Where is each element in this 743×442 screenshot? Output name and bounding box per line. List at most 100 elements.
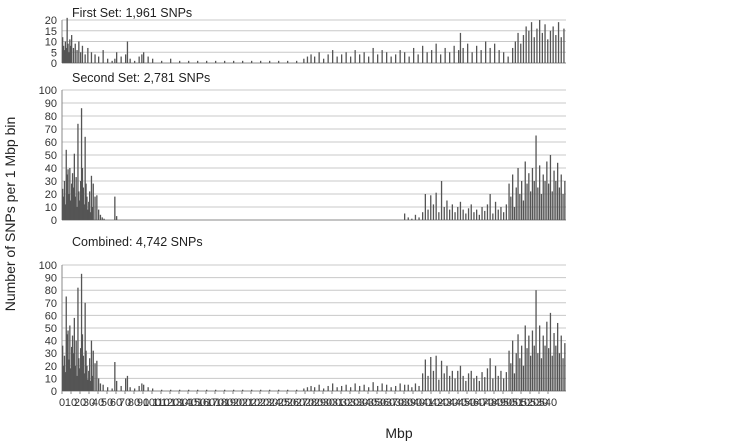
bar-second-set bbox=[440, 181, 443, 220]
bar-combined bbox=[215, 389, 217, 391]
bar-combined bbox=[489, 358, 491, 391]
bar-first-set bbox=[251, 60, 253, 63]
x-axis: 0 102030405060708090100110120130140150160… bbox=[59, 391, 557, 409]
x-tick-label: 490 bbox=[494, 397, 512, 409]
bar-first-set bbox=[440, 54, 442, 63]
bar-second-set bbox=[542, 174, 544, 220]
x-tick-label: 500 bbox=[503, 397, 521, 409]
bar-second-set bbox=[535, 135, 537, 220]
bar-combined bbox=[114, 362, 116, 391]
bar-combined bbox=[540, 358, 543, 391]
bar-second-set bbox=[512, 174, 514, 220]
bar-first-set bbox=[206, 60, 208, 63]
y-tick-label-combined: 20 bbox=[45, 361, 57, 373]
bar-first-set bbox=[522, 35, 525, 63]
bar-combined bbox=[147, 387, 149, 391]
bar-second-set bbox=[478, 214, 480, 220]
bar-combined bbox=[81, 334, 84, 391]
bar-first-set bbox=[530, 22, 533, 63]
bar-combined bbox=[72, 353, 75, 391]
x-tick-label: 20 bbox=[74, 397, 86, 409]
y-tick-label-second-set: 40 bbox=[45, 163, 57, 175]
bar-combined bbox=[77, 287, 79, 391]
bar-first-set bbox=[386, 52, 388, 63]
bar-combined bbox=[422, 373, 424, 391]
bar-combined bbox=[74, 365, 76, 391]
bar-first-set bbox=[395, 54, 397, 63]
bar-first-set bbox=[503, 52, 505, 63]
bar-first-set bbox=[126, 41, 129, 63]
bar-second-set bbox=[546, 161, 548, 220]
bar-first-set bbox=[431, 50, 433, 63]
bar-combined bbox=[449, 375, 451, 391]
bar-combined bbox=[484, 377, 486, 391]
bar-first-set bbox=[541, 32, 543, 63]
x-tick-label: 90 bbox=[137, 397, 149, 409]
bar-first-set bbox=[68, 52, 70, 63]
x-tick-label: 140 bbox=[179, 397, 197, 409]
bar-combined bbox=[404, 384, 406, 391]
y-tick-label-first-set: 20 bbox=[45, 15, 57, 27]
bar-combined bbox=[68, 359, 70, 391]
x-tick-label: 130 bbox=[170, 397, 188, 409]
bar-first-set bbox=[125, 54, 127, 63]
bar-second-set bbox=[414, 214, 417, 220]
bar-first-set bbox=[417, 54, 419, 63]
bar-second-set bbox=[513, 207, 516, 220]
bar-second-set bbox=[418, 217, 420, 220]
bar-second-set bbox=[438, 212, 440, 220]
bar-second-set bbox=[407, 217, 409, 220]
bar-combined bbox=[476, 375, 478, 391]
bar-second-set bbox=[473, 212, 475, 220]
bar-combined bbox=[407, 384, 409, 391]
bar-combined bbox=[303, 388, 305, 391]
bar-first-set bbox=[525, 26, 527, 63]
bar-combined bbox=[64, 372, 66, 391]
bar-second-set bbox=[560, 174, 562, 220]
x-tick-label: 180 bbox=[215, 397, 233, 409]
y-tick-label-combined: 80 bbox=[45, 285, 57, 297]
bar-combined bbox=[318, 384, 320, 391]
y-tick-label-second-set: 30 bbox=[45, 176, 57, 188]
bar-combined bbox=[152, 388, 154, 391]
bar-combined bbox=[478, 380, 480, 391]
bar-first-set bbox=[306, 56, 309, 63]
bar-first-set bbox=[65, 47, 67, 63]
bar-combined bbox=[551, 355, 553, 391]
bar-first-set bbox=[399, 50, 401, 63]
bar-first-set bbox=[94, 54, 96, 63]
x-tick-label: 70 bbox=[119, 397, 131, 409]
bar-first-set bbox=[80, 52, 82, 63]
bar-second-set bbox=[88, 201, 90, 220]
x-tick-label: 470 bbox=[476, 397, 494, 409]
x-tick-label: 420 bbox=[431, 397, 449, 409]
bar-first-set bbox=[72, 47, 75, 63]
y-tick-label-second-set: 50 bbox=[45, 150, 57, 162]
bar-first-set bbox=[287, 60, 289, 63]
bar-second-set bbox=[427, 209, 429, 220]
bar-combined bbox=[75, 340, 77, 391]
bar-second-set bbox=[87, 209, 89, 220]
bar-combined bbox=[430, 356, 432, 391]
bar-combined bbox=[129, 387, 131, 391]
bar-combined bbox=[451, 370, 453, 391]
bar-combined bbox=[560, 335, 562, 391]
bar-second-set bbox=[86, 196, 88, 220]
bar-first-set bbox=[517, 32, 519, 63]
x-tick-label: 100 bbox=[143, 397, 161, 409]
bar-first-set bbox=[514, 41, 516, 63]
bar-combined bbox=[465, 380, 467, 391]
bar-second-set bbox=[404, 213, 406, 220]
bar-second-set bbox=[75, 177, 77, 220]
bar-second-set bbox=[114, 196, 116, 220]
bar-combined bbox=[79, 368, 81, 391]
bar-combined bbox=[432, 370, 435, 391]
x-tick-label: 430 bbox=[440, 397, 458, 409]
bar-second-set bbox=[517, 168, 519, 220]
bar-second-set bbox=[476, 209, 478, 220]
x-tick-label: 160 bbox=[197, 397, 215, 409]
bar-combined bbox=[88, 370, 90, 391]
bar-first-set bbox=[354, 50, 356, 63]
bar-first-set bbox=[336, 56, 338, 63]
bar-combined bbox=[548, 348, 550, 391]
